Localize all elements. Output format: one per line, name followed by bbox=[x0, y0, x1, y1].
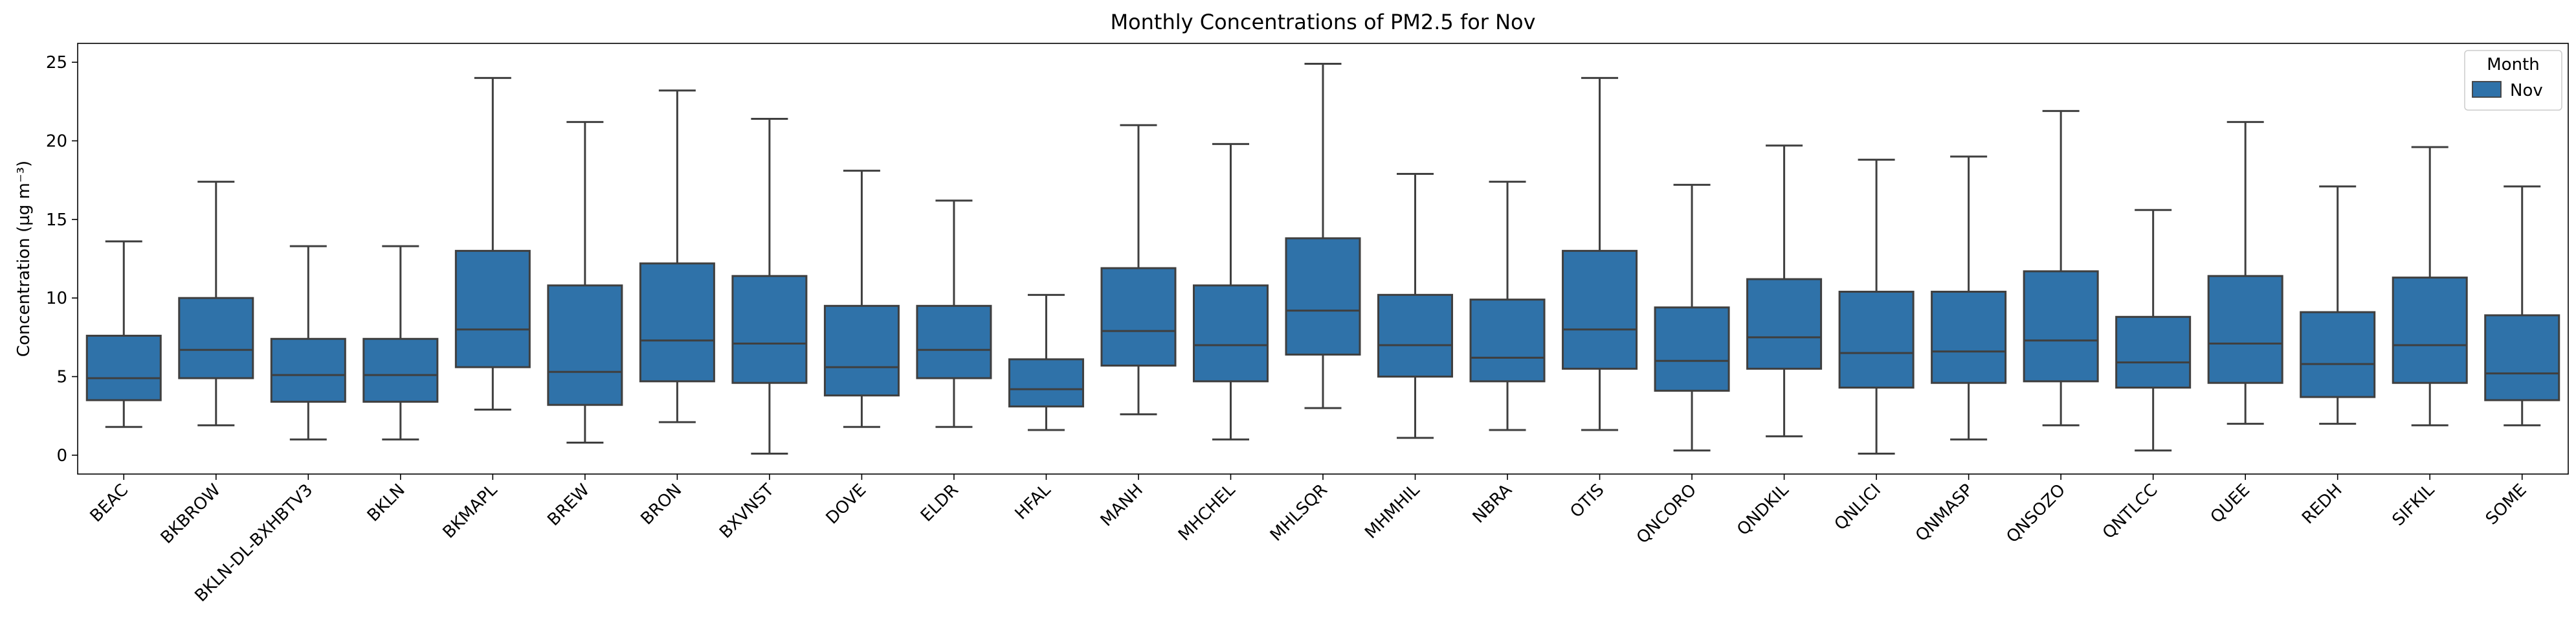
plot-frame bbox=[77, 43, 2569, 475]
x-tick-label: QNDKIL bbox=[1733, 480, 1793, 539]
box-eldr bbox=[916, 199, 992, 428]
y-axis-label: Concentration (µg m⁻³) bbox=[14, 161, 34, 357]
x-tick-label: BKMAPL bbox=[439, 480, 502, 542]
iqr-box bbox=[454, 249, 531, 368]
x-tick-label: QNMASP bbox=[1912, 481, 1977, 546]
y-tick-label: 10 bbox=[46, 289, 67, 308]
iqr-box bbox=[270, 337, 346, 403]
x-tick-label: QNSOZO bbox=[2003, 481, 2069, 547]
x-tick-label: SOME bbox=[2482, 481, 2531, 529]
legend-entry-nov: Nov bbox=[2510, 81, 2543, 100]
box-quee bbox=[2207, 120, 2283, 425]
box-dove bbox=[823, 170, 900, 428]
iqr-box bbox=[823, 304, 900, 397]
box-brew bbox=[547, 120, 623, 444]
iqr-box bbox=[916, 304, 992, 379]
x-tick-label: OTIS bbox=[1566, 481, 1608, 522]
y-tick-label: 5 bbox=[56, 368, 67, 387]
iqr-box bbox=[1654, 306, 1730, 392]
iqr-box bbox=[1931, 290, 2007, 384]
y-tick-label: 15 bbox=[46, 210, 67, 230]
iqr-box bbox=[362, 337, 439, 403]
iqr-box bbox=[2484, 314, 2560, 402]
x-tick-label: SIFKIL bbox=[2389, 480, 2439, 530]
box-qndkil bbox=[1746, 144, 1823, 438]
x-tick-label: REDH bbox=[2298, 481, 2346, 528]
box-beac bbox=[85, 240, 162, 428]
iqr-box bbox=[1377, 293, 1454, 378]
box-qnlici bbox=[1838, 159, 1915, 455]
box-bkbrow bbox=[178, 181, 254, 427]
box-hfal bbox=[1008, 293, 1084, 431]
x-tick-label: ELDR bbox=[917, 481, 962, 526]
box-mhchel bbox=[1192, 142, 1269, 441]
x-tick-label: BREW bbox=[544, 481, 593, 530]
box-sifkil bbox=[2392, 146, 2468, 427]
iqr-box bbox=[2115, 315, 2192, 389]
iqr-box bbox=[1008, 358, 1084, 408]
box-qnmasp bbox=[1931, 155, 2007, 441]
iqr-box bbox=[1192, 284, 1269, 383]
x-tick-label: QNTLCC bbox=[2099, 481, 2162, 543]
iqr-box bbox=[547, 284, 623, 406]
box-bkln-dl-bxhbtv3 bbox=[270, 245, 346, 441]
box-redh bbox=[2300, 185, 2376, 425]
iqr-box bbox=[1562, 249, 1638, 370]
x-tick-label: QNCORO bbox=[1633, 481, 1700, 548]
box-mhlsqr bbox=[1285, 63, 1361, 409]
box-bkmapl bbox=[454, 76, 531, 411]
x-tick-label: BRON bbox=[637, 481, 685, 529]
x-tick-label: MHCHEL bbox=[1175, 480, 1239, 545]
y-tick-label: 0 bbox=[56, 446, 67, 466]
box-qnsozo bbox=[2023, 109, 2099, 427]
box-bkln bbox=[362, 245, 439, 441]
iqr-box bbox=[2392, 277, 2468, 384]
box-manh bbox=[1100, 124, 1177, 416]
iqr-box bbox=[1838, 290, 1915, 389]
legend: Month Nov bbox=[2464, 50, 2562, 111]
chart-title: Monthly Concentrations of PM2.5 for Nov bbox=[1110, 10, 1535, 34]
x-tick-label: NBRA bbox=[1469, 481, 1516, 527]
box-some bbox=[2484, 185, 2560, 427]
x-tick-label: MANH bbox=[1097, 481, 1147, 530]
iqr-box bbox=[2300, 311, 2376, 398]
x-tick-label: QUEE bbox=[2207, 481, 2254, 527]
x-tick-label: QNLICI bbox=[1831, 481, 1885, 534]
y-axis-ticks: 0 5 10 15 20 25 bbox=[46, 53, 78, 466]
legend-swatch bbox=[2472, 81, 2502, 98]
y-tick-label: 20 bbox=[46, 131, 67, 151]
box-nbra bbox=[1469, 181, 1546, 431]
box-bron bbox=[639, 89, 715, 424]
box-bxvnst bbox=[731, 117, 808, 455]
y-tick-label: 25 bbox=[46, 53, 67, 73]
x-tick-label: BKLN bbox=[364, 481, 409, 526]
x-tick-label: DOVE bbox=[823, 481, 871, 528]
box-mhmhil bbox=[1377, 172, 1454, 439]
iqr-box bbox=[2023, 270, 2099, 383]
iqr-box bbox=[731, 275, 808, 384]
iqr-box bbox=[1285, 237, 1361, 356]
x-tick-label: BEAC bbox=[87, 481, 133, 526]
x-tick-label: MHLSQR bbox=[1267, 481, 1331, 545]
iqr-box bbox=[1469, 299, 1546, 383]
iqr-box bbox=[85, 334, 162, 402]
x-tick-label: MHMHIL bbox=[1361, 480, 1424, 543]
box-otis bbox=[1562, 76, 1638, 431]
x-tick-label: BXVNST bbox=[716, 481, 778, 543]
box-qntlcc bbox=[2115, 209, 2192, 452]
x-tick-label: BKBROW bbox=[157, 481, 225, 548]
iqr-box bbox=[178, 297, 254, 379]
x-tick-label: HFAL bbox=[1012, 480, 1055, 523]
iqr-box bbox=[1100, 267, 1177, 367]
iqr-box bbox=[1746, 278, 1823, 370]
legend-title: Month bbox=[2487, 55, 2540, 74]
iqr-box bbox=[2207, 275, 2283, 384]
box-qncoro bbox=[1654, 183, 1730, 452]
iqr-box bbox=[639, 262, 715, 383]
box-series bbox=[85, 63, 2560, 455]
